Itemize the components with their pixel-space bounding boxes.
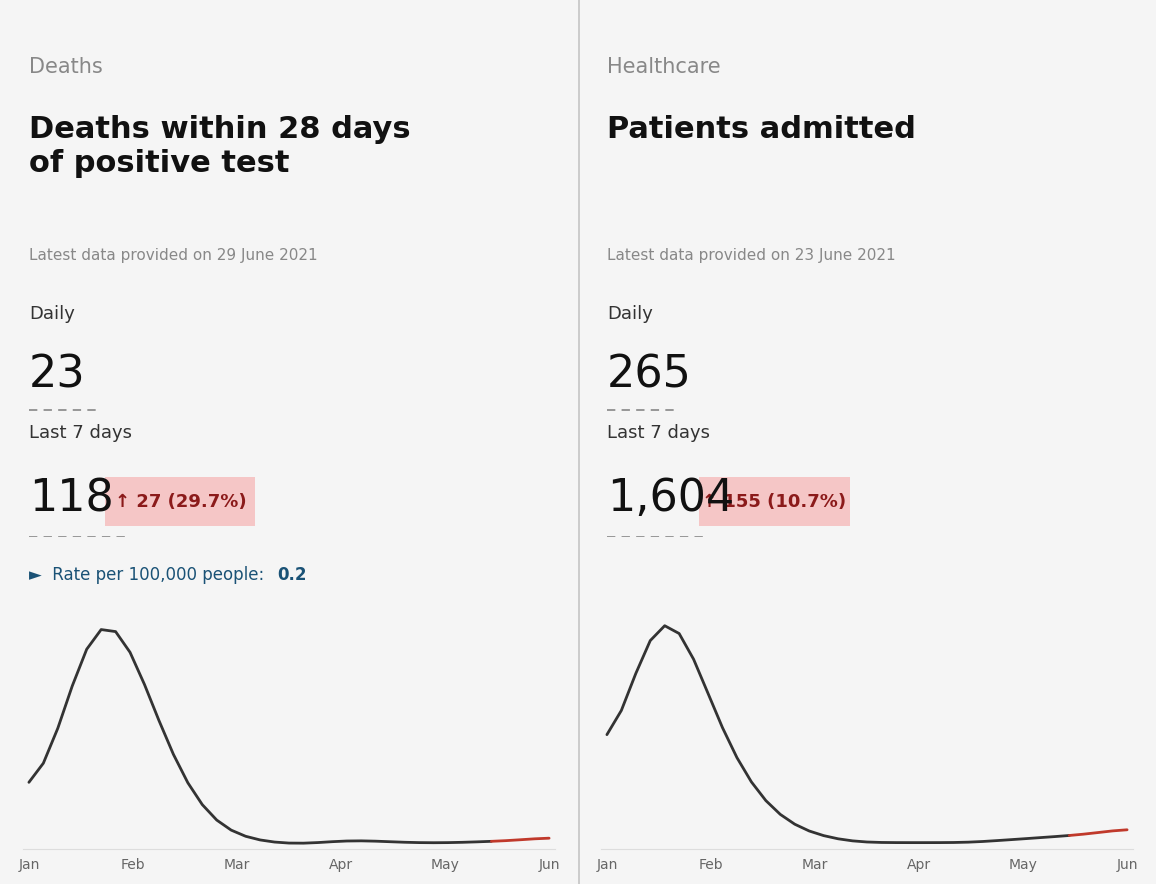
Text: Healthcare: Healthcare [607, 57, 720, 78]
Text: Last 7 days: Last 7 days [607, 424, 710, 442]
Text: 0.2: 0.2 [277, 566, 307, 583]
Text: 118: 118 [29, 477, 113, 521]
Text: Daily: Daily [607, 305, 653, 323]
Text: Latest data provided on 29 June 2021: Latest data provided on 29 June 2021 [29, 248, 318, 263]
Text: Deaths: Deaths [29, 57, 103, 78]
Text: Last 7 days: Last 7 days [29, 424, 132, 442]
Text: Daily: Daily [29, 305, 75, 323]
Text: Patients admitted: Patients admitted [607, 115, 916, 144]
Text: Latest data provided on 23 June 2021: Latest data provided on 23 June 2021 [607, 248, 896, 263]
Text: ►  Rate per 100,000 people:: ► Rate per 100,000 people: [29, 566, 269, 583]
Text: ↑ 155 (10.7%): ↑ 155 (10.7%) [703, 492, 846, 511]
Text: 1,604: 1,604 [607, 477, 734, 521]
Text: Deaths within 28 days
of positive test: Deaths within 28 days of positive test [29, 115, 410, 178]
Text: 265: 265 [607, 354, 691, 397]
Text: 23: 23 [29, 354, 86, 397]
Text: ↑ 27 (29.7%): ↑ 27 (29.7%) [114, 492, 246, 511]
